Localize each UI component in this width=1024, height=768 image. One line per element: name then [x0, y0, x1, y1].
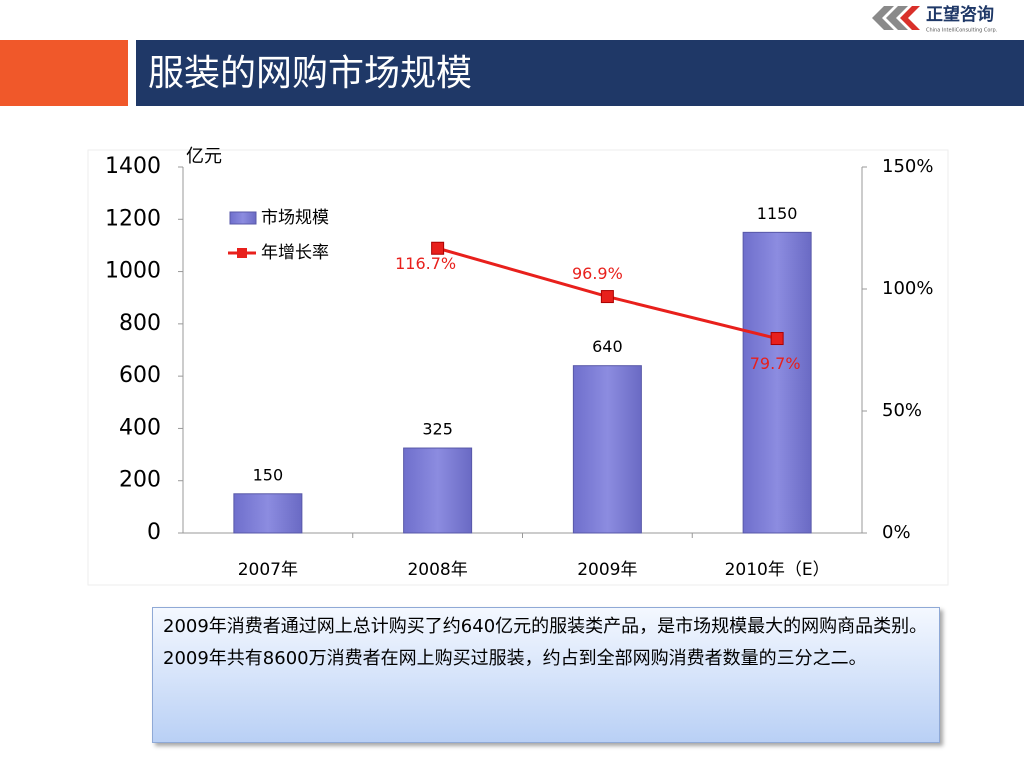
- legend-marker: [237, 248, 247, 258]
- legend-label: 年增长率: [261, 243, 329, 263]
- line-marker: [600, 290, 614, 304]
- bar-value-label: 150: [253, 465, 284, 484]
- y-tick-label: 800: [119, 311, 161, 336]
- line-marker: [431, 241, 445, 255]
- bar: [233, 493, 303, 534]
- y-tick-label: 1200: [105, 206, 161, 231]
- y-axis-unit: 亿元: [186, 146, 222, 167]
- line-value-label: 116.7%: [395, 254, 456, 273]
- y-tick-label: 0: [147, 520, 161, 545]
- note-paragraph: 2009年消费者通过网上总计购买了约640亿元的服装类产品，是市场规模最大的网购…: [163, 616, 928, 637]
- y-tick-label: 400: [119, 415, 161, 440]
- note-paragraph: 2009年共有8600万消费者在网上购买过服装，约占到全部网购消费者数量的三分之…: [163, 648, 867, 669]
- y2-tick-label: 0%: [882, 522, 911, 543]
- x-tick-label: 2009年: [577, 560, 637, 580]
- header-accent: [0, 40, 128, 106]
- logo-chevron: [886, 6, 908, 30]
- x-tick-label: 2010年（E）: [725, 560, 830, 580]
- y-tick-label: 1400: [105, 154, 161, 179]
- line-marker: [770, 332, 784, 346]
- logo-text: 正望咨询: [926, 4, 994, 25]
- line-value-label: 79.7%: [750, 354, 801, 373]
- x-tick-label: 2008年: [407, 560, 467, 580]
- y-tick-label: 600: [119, 363, 161, 388]
- bar-value-label: 325: [422, 420, 453, 439]
- logo-subtext: China IntelliConsulting Corp.: [926, 28, 998, 34]
- header-bar: [136, 40, 1024, 106]
- y2-tick-label: 150%: [882, 156, 933, 177]
- line-value-label: 96.9%: [572, 264, 623, 283]
- logo-chevron: [900, 6, 920, 30]
- y2-tick-label: 50%: [882, 400, 922, 421]
- logo: 正望咨询 China IntelliConsulting Corp.: [872, 4, 998, 34]
- bar-value-label: 1150: [757, 204, 798, 223]
- text-box: 2009年消费者通过网上总计购买了约640亿元的服装类产品，是市场规模最大的网购…: [152, 607, 940, 743]
- bar-value-label: 640: [592, 337, 623, 356]
- y-tick-label: 1000: [105, 259, 161, 284]
- bar: [403, 447, 473, 534]
- bar: [742, 231, 812, 534]
- legend-swatch: [229, 211, 257, 225]
- slide-title: 服装的网购市场规模: [148, 53, 472, 94]
- y-tick-label: 200: [119, 468, 161, 493]
- bar: [572, 365, 642, 534]
- legend-label: 市场规模: [261, 208, 329, 228]
- logo-chevron: [872, 6, 894, 30]
- plot-area: [87, 149, 949, 586]
- x-tick-label: 2007年: [238, 560, 298, 580]
- y2-tick-label: 100%: [882, 278, 933, 299]
